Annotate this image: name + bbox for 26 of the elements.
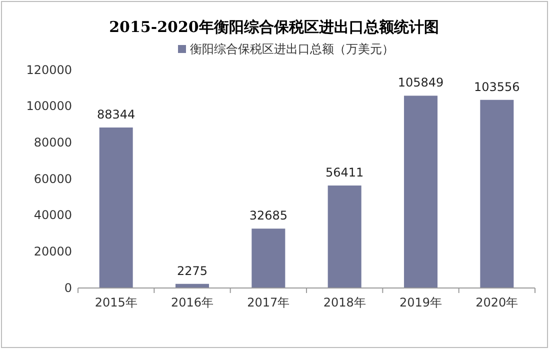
chart-title: 2015-2020年衡阳综合保税区进出口总额统计图 xyxy=(109,18,439,36)
y-tick-label: 120000 xyxy=(26,62,72,77)
x-tick-label: 2015年 xyxy=(94,296,138,310)
x-tick-label: 2018年 xyxy=(323,296,366,310)
y-tick-label: 80000 xyxy=(34,136,72,150)
data-label: 2275 xyxy=(176,264,208,278)
y-tick-label: 60000 xyxy=(34,172,72,186)
bar xyxy=(328,186,362,288)
bar xyxy=(252,228,286,288)
x-tick-label: 2017年 xyxy=(247,296,290,310)
bar xyxy=(404,96,438,288)
legend-label: 衡阳综合保税区进出口总额（万美元） xyxy=(190,42,394,56)
data-label: 32685 xyxy=(249,208,288,223)
data-label: 88344 xyxy=(96,108,136,122)
x-tick-label: 2019年 xyxy=(399,296,442,310)
bar xyxy=(480,100,514,288)
y-tick-label: 40000 xyxy=(34,208,72,222)
y-tick-label: 20000 xyxy=(34,244,72,259)
y-tick-label: 100000 xyxy=(26,99,72,114)
y-tick-label: 0 xyxy=(64,280,72,295)
data-label: 105849 xyxy=(398,76,444,90)
x-tick-label: 2020年 xyxy=(476,296,518,310)
data-label: 103556 xyxy=(474,80,520,94)
bar xyxy=(99,128,133,288)
x-tick-label: 2016年 xyxy=(170,296,214,310)
data-label: 56411 xyxy=(325,166,364,180)
